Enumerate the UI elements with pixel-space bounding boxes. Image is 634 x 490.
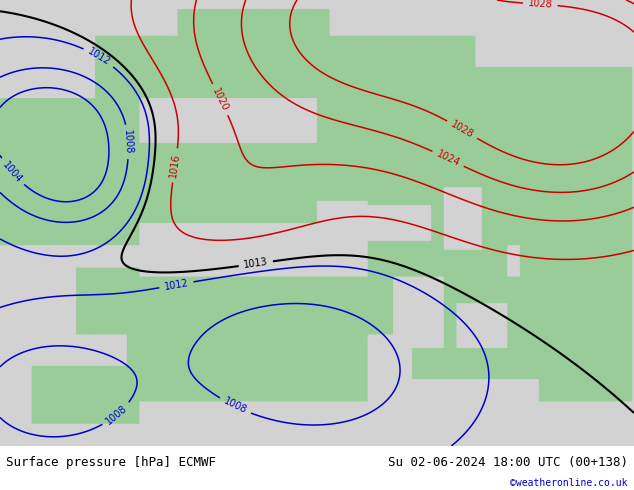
Text: 1008: 1008: [222, 396, 249, 416]
Text: ©weatheronline.co.uk: ©weatheronline.co.uk: [510, 478, 628, 489]
Text: 1004: 1004: [0, 160, 23, 185]
Text: 1008: 1008: [104, 403, 129, 426]
Text: 1008: 1008: [122, 129, 134, 154]
Text: 1024: 1024: [435, 149, 462, 169]
Text: 1028: 1028: [527, 0, 553, 10]
Text: Su 02-06-2024 18:00 UTC (00+138): Su 02-06-2024 18:00 UTC (00+138): [387, 456, 628, 469]
Text: 1016: 1016: [169, 152, 182, 178]
Text: 1012: 1012: [164, 278, 190, 292]
Text: 1020: 1020: [210, 86, 230, 113]
Text: Surface pressure [hPa] ECMWF: Surface pressure [hPa] ECMWF: [6, 456, 216, 469]
Text: 1012: 1012: [86, 47, 112, 68]
Text: 1028: 1028: [449, 119, 476, 140]
Text: 1013: 1013: [243, 257, 269, 270]
